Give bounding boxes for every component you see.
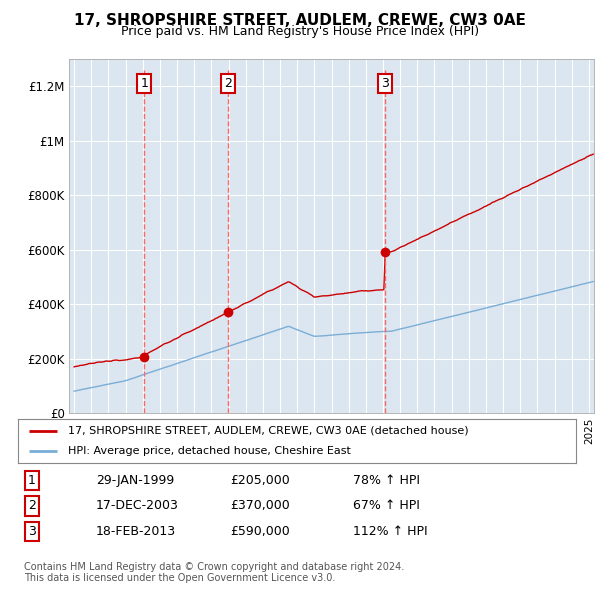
- Text: This data is licensed under the Open Government Licence v3.0.: This data is licensed under the Open Gov…: [24, 573, 335, 584]
- Text: 29-JAN-1999: 29-JAN-1999: [96, 474, 175, 487]
- Text: 1: 1: [28, 474, 36, 487]
- Text: HPI: Average price, detached house, Cheshire East: HPI: Average price, detached house, Ches…: [68, 446, 351, 456]
- Text: Price paid vs. HM Land Registry's House Price Index (HPI): Price paid vs. HM Land Registry's House …: [121, 25, 479, 38]
- Text: 78% ↑ HPI: 78% ↑ HPI: [353, 474, 420, 487]
- Text: 18-FEB-2013: 18-FEB-2013: [96, 525, 176, 538]
- Text: 67% ↑ HPI: 67% ↑ HPI: [353, 499, 419, 513]
- Text: 2: 2: [224, 77, 232, 90]
- Text: £205,000: £205,000: [230, 474, 290, 487]
- Text: £370,000: £370,000: [230, 499, 290, 513]
- Text: Contains HM Land Registry data © Crown copyright and database right 2024.: Contains HM Land Registry data © Crown c…: [24, 562, 404, 572]
- Text: 3: 3: [28, 525, 36, 538]
- Text: 17, SHROPSHIRE STREET, AUDLEM, CREWE, CW3 0AE (detached house): 17, SHROPSHIRE STREET, AUDLEM, CREWE, CW…: [68, 426, 469, 436]
- Text: 17, SHROPSHIRE STREET, AUDLEM, CREWE, CW3 0AE: 17, SHROPSHIRE STREET, AUDLEM, CREWE, CW…: [74, 13, 526, 28]
- Text: 112% ↑ HPI: 112% ↑ HPI: [353, 525, 427, 538]
- Text: 2: 2: [28, 499, 36, 513]
- Text: 1: 1: [140, 77, 148, 90]
- Text: 17-DEC-2003: 17-DEC-2003: [96, 499, 179, 513]
- Text: £590,000: £590,000: [230, 525, 290, 538]
- Text: 3: 3: [381, 77, 389, 90]
